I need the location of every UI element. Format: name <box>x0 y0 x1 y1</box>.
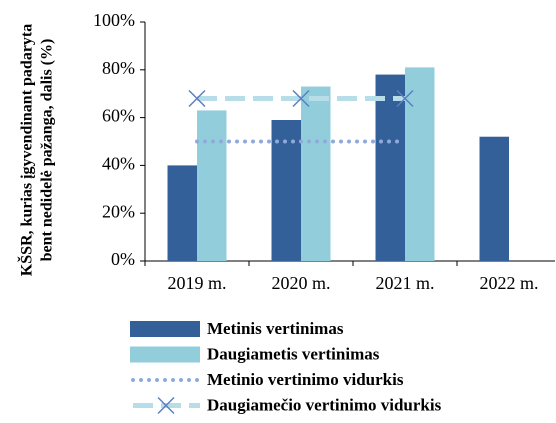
legend-label: Metinis vertinimas <box>207 319 344 338</box>
y-axis-title: KŠSR, kurias įgyvendinant padaryta bent … <box>17 24 56 277</box>
x-tick-label: 2019 m. <box>167 273 226 293</box>
y-axis-title-line: bent nedidelė pažanga, dalis (%) <box>39 39 56 262</box>
y-tick-label: 80% <box>102 58 135 78</box>
marker <box>292 89 310 108</box>
y-tick-label: 100% <box>93 10 135 30</box>
bar <box>479 136 509 261</box>
bar <box>405 67 435 261</box>
legend-swatch <box>130 346 200 363</box>
legend-label: Daugiamečio vertinimo vidurkis <box>207 395 442 414</box>
y-axis-title-line: KŠSR, kurias įgyvendinant padaryta <box>17 24 36 277</box>
bar <box>301 86 331 261</box>
y-tick-label: 60% <box>102 106 135 126</box>
y-tick-label: 0% <box>111 249 135 269</box>
legend-swatch <box>130 321 200 337</box>
bar <box>197 110 227 262</box>
x-tick-label: 2020 m. <box>271 273 330 293</box>
bar <box>167 165 197 261</box>
legend-label: Metinio vertinimo vidurkis <box>207 370 404 389</box>
x-tick-label: 2021 m. <box>375 273 434 293</box>
y-tick-label: 40% <box>102 154 135 174</box>
x-tick-label: 2022 m. <box>479 273 538 293</box>
marker <box>396 89 414 108</box>
legend-label: Daugiametis vertinimas <box>207 344 380 363</box>
y-tick-label: 20% <box>102 201 135 221</box>
bar <box>375 74 405 261</box>
marker <box>188 89 206 108</box>
marker <box>157 396 175 415</box>
bar <box>271 119 301 262</box>
